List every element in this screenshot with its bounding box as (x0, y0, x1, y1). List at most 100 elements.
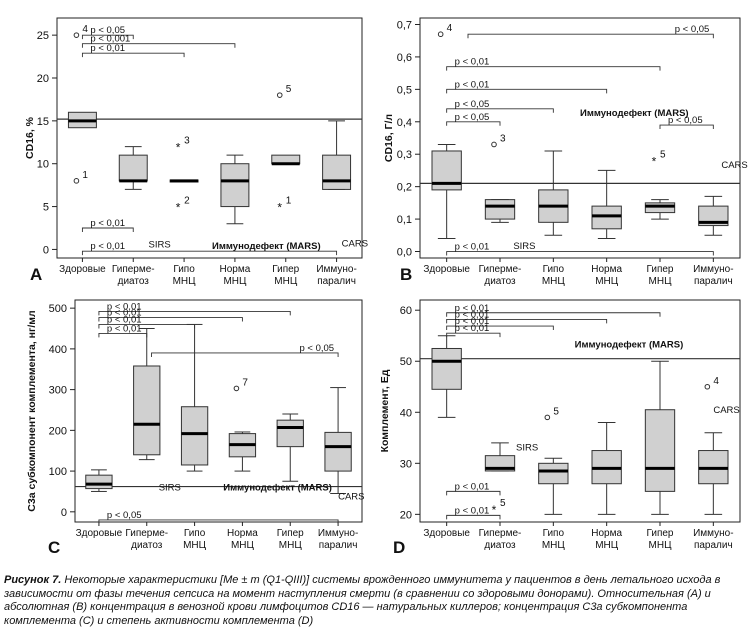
phase-annotation: SIRS (149, 239, 171, 250)
x-tick-label: МНЦ (279, 540, 303, 551)
x-tick-label: Норма (591, 528, 622, 539)
x-tick-label: МНЦ (595, 540, 619, 551)
outlier-label: 5 (500, 498, 506, 509)
box-iqr (276, 419, 304, 448)
y-tick-label: 500 (49, 303, 67, 315)
outlier-label: 4 (82, 24, 88, 35)
p-value-label: p < 0,01 (107, 301, 142, 312)
significance-bracket (446, 490, 501, 496)
significance-bracket (446, 325, 554, 331)
phase-annotation: Иммунодефект (MARS) (212, 241, 321, 252)
box-4 (644, 360, 676, 515)
x-tick-label: Иммуно- (693, 264, 733, 275)
panel-c: 0 100 200 300 400 500 Здоровые Гиперме-диатоз Ги… (26, 299, 364, 557)
significance-bracket (446, 121, 501, 126)
box-3 (591, 169, 622, 240)
x-tick-label: диатоз (484, 540, 516, 551)
x-tick-label: Иммуно- (316, 264, 356, 275)
outlier-label: 1 (286, 196, 292, 207)
y-tick-label: 0,7 (397, 19, 412, 31)
y-tick-label: 10 (37, 159, 49, 171)
significance-bracket (81, 52, 185, 58)
outlier-label: 2 (184, 196, 190, 207)
phase-annotation: Иммунодефект (MARS) (223, 483, 332, 494)
y-tick-label: 25 (37, 30, 49, 42)
p-value-label: p < 0,01 (455, 505, 490, 516)
x-tick-label: Здоровые (423, 528, 470, 539)
p-value-label: p < 0,01 (90, 218, 125, 229)
box-0 (431, 143, 462, 240)
x-tick-label: диатоз (118, 276, 150, 287)
y-tick-label: 0,4 (397, 117, 412, 129)
box-iqr (698, 205, 729, 227)
outlier-star: * (492, 503, 497, 517)
plot-frame (74, 299, 363, 523)
outlier-point (73, 178, 80, 184)
box-4 (276, 413, 304, 482)
p-value-label: p < 0,001 (90, 34, 130, 45)
x-tick-label: Гипо (543, 528, 565, 539)
outlier-point (491, 141, 497, 148)
outlier-point (276, 92, 283, 98)
y-tick-label: 0,1 (397, 214, 412, 226)
caption-label: Рисунок 7. (4, 574, 62, 586)
x-tick-label: МНЦ (223, 276, 247, 287)
phase-annotation: CARS (338, 492, 364, 503)
figure-caption: Рисунок 7. Некоторые характеристики [Me … (4, 574, 746, 628)
box-iqr (180, 406, 209, 466)
outlier-point (73, 32, 80, 38)
x-tick-label: паралич (319, 540, 358, 551)
phase-annotation: SIRS (516, 442, 538, 453)
box-2 (538, 457, 569, 515)
p-value-label: p < 0,01 (107, 308, 142, 319)
significance-bracket (446, 251, 714, 256)
outlier-star: * (176, 201, 181, 215)
x-tick-label: МНЦ (183, 540, 207, 551)
p-value-label: p < 0,01 (455, 481, 490, 492)
box-5 (698, 195, 729, 236)
phase-annotation: SIRS (159, 483, 181, 494)
p-value-label: p < 0,01 (455, 303, 490, 314)
panel-letter: A (30, 265, 42, 284)
significance-bracket (81, 250, 338, 256)
x-tick-label: Гипо (543, 264, 565, 275)
y-axis-label: CD16, Г/л (383, 114, 395, 162)
x-tick-label: Норма (591, 264, 622, 275)
x-tick-label: диатоз (131, 540, 163, 551)
p-value-label: p < 0,01 (90, 43, 125, 54)
x-tick-label: МНЦ (274, 276, 298, 287)
x-tick-label: МНЦ (231, 540, 255, 551)
p-value-label: p < 0,01 (455, 316, 490, 327)
outlier-label: 1 (82, 170, 88, 181)
box-3 (220, 154, 250, 225)
x-tick-label: Гиперме- (479, 528, 522, 539)
x-tick-label: Здоровые (423, 264, 470, 275)
x-tick-label: Иммуно- (693, 528, 733, 539)
y-tick-label: 30 (400, 458, 412, 470)
x-tick-label: МНЦ (649, 276, 673, 287)
box-iqr (484, 199, 516, 220)
x-tick-label: Гипер (647, 528, 674, 539)
phase-annotation: Иммунодефект (MARS) (575, 339, 684, 350)
significance-bracket (81, 34, 134, 40)
y-tick-label: 40 (400, 407, 412, 419)
outlier-label: 3 (184, 136, 190, 147)
phase-annotation: Иммунодефект (MARS) (580, 108, 689, 119)
y-tick-label: 0 (61, 507, 67, 519)
box-0 (431, 335, 462, 418)
box-5 (322, 120, 352, 190)
box-iqr (133, 365, 161, 456)
y-tick-label: 15 (37, 116, 49, 128)
y-tick-label: 50 (400, 356, 412, 368)
y-axis-label: Комплемент, Ед (379, 369, 391, 452)
significance-bracket (446, 88, 608, 94)
y-tick-label: 0,0 (397, 247, 412, 259)
outlier-label: 3 (500, 133, 506, 144)
box-iqr (85, 474, 113, 490)
panel-letter: C (48, 538, 60, 557)
significance-bracket (81, 43, 236, 48)
box-iqr (324, 431, 352, 472)
box-iqr (322, 154, 352, 190)
box-2 (180, 323, 209, 472)
x-tick-label: МНЦ (595, 276, 619, 287)
